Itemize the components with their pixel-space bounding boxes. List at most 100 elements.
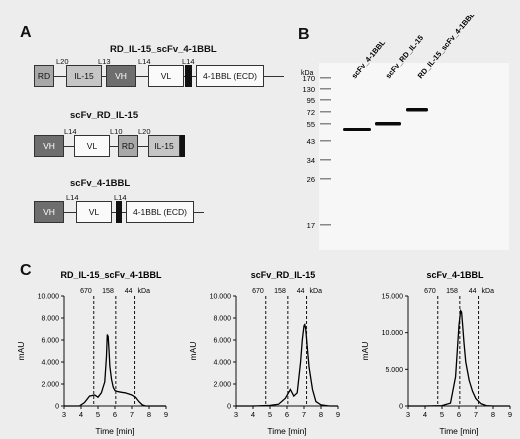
construct-3-vh-domain: VH [34, 201, 64, 223]
kda-label: kDa [301, 70, 314, 77]
y-tick-label: 2.000 [213, 382, 231, 389]
y-tick-label: 8.000 [213, 316, 231, 323]
y-tick-label: 6.000 [41, 338, 59, 345]
y-tick-label: 0 [227, 404, 231, 411]
construct-3-41bbl-ecd-domain: 4-1BBL (ECD) [126, 201, 194, 223]
y-axis-label: mAU [188, 342, 198, 361]
x-axis-label: Time [min] [95, 426, 134, 436]
x-axis-label: Time [min] [267, 426, 306, 436]
construct-2-title: scFv_RD_IL-15 [70, 110, 139, 121]
construct-1-rd-domain: RD [34, 65, 54, 87]
construct-1-linker-1: L20 [56, 57, 69, 66]
x-tick-label: 9 [164, 410, 168, 419]
standard-44-label: 44 [125, 288, 133, 295]
construct-3-linker-2: L14 [114, 193, 127, 202]
x-tick-label: 7 [474, 410, 478, 419]
lane-1-band [343, 128, 371, 131]
gel-panel: kDa 170 130 95 72 55 43 34 26 17 scFv_4-… [301, 15, 509, 250]
ladder-band-55 [320, 123, 331, 125]
x-axis-label: Time [min] [439, 426, 478, 436]
y-tick-label: 5.000 [385, 367, 403, 374]
marker-55-label: 55 [307, 120, 315, 129]
marker-95-label: 95 [307, 96, 315, 105]
marker-43-label: 43 [307, 137, 315, 146]
panel-b-label: B [298, 26, 310, 43]
ladder-band-95 [320, 99, 331, 101]
ladder-band-170 [320, 77, 331, 79]
chromatogram-2: scFv_RD_IL-15 0 2.000 4.000 6.000 8.000 10.000… [188, 270, 340, 436]
construct-1-linker-4: L14 [182, 57, 195, 66]
construct-2-rd-domain: RD [118, 135, 138, 157]
chromatogram-1-trace [64, 334, 166, 407]
construct-2-vl-domain: VL [74, 135, 110, 157]
x-tick-label: 5 [268, 410, 272, 419]
y-tick-label: 10.000 [210, 294, 232, 301]
ladder-band-34 [320, 159, 331, 161]
x-tick-label: 7 [130, 410, 134, 419]
x-tick-label: 4 [79, 410, 83, 419]
x-tick-label: 9 [336, 410, 340, 419]
ladder-band-43 [320, 140, 331, 142]
y-tick-label: 4.000 [213, 360, 231, 367]
ladder-band-72 [320, 111, 331, 113]
standards-unit-label: kDa [138, 288, 151, 295]
construct-1-vl-domain: VL [148, 65, 184, 87]
x-tick-label: 3 [234, 410, 238, 419]
marker-170-label: 170 [302, 74, 315, 83]
y-axis-label: mAU [360, 342, 370, 361]
y-tick-label: 4.000 [41, 360, 59, 367]
construct-1-tag [185, 65, 192, 87]
x-tick-label: 8 [491, 410, 495, 419]
x-tick-label: 4 [423, 410, 427, 419]
x-tick-label: 5 [440, 410, 444, 419]
panel-c-label: C [20, 262, 32, 279]
ladder-band-130 [320, 88, 331, 90]
construct-3-title: scFv_4-1BBL [70, 178, 131, 189]
x-tick-label: 8 [319, 410, 323, 419]
standard-670-label: 670 [424, 288, 436, 295]
y-tick-label: 6.000 [213, 338, 231, 345]
marker-17-label: 17 [307, 221, 315, 230]
marker-26-label: 26 [307, 175, 315, 184]
construct-1-linker-3: L14 [138, 57, 151, 66]
construct-1-vh-domain: VH [106, 65, 136, 87]
x-tick-label: 5 [96, 410, 100, 419]
construct-2-il15-domain: IL-15 [148, 135, 180, 157]
ladder-band-26 [320, 178, 331, 180]
lane-2-band [375, 122, 401, 126]
x-tick-label: 4 [251, 410, 255, 419]
standard-158-label: 158 [274, 288, 286, 295]
construct-1-41bbl-ecd-domain: 4-1BBL (ECD) [196, 65, 264, 87]
construct-3-linker-1: L14 [66, 193, 79, 202]
panel-a-label: A [20, 24, 32, 41]
y-tick-label: 8.000 [41, 316, 59, 323]
chromatogram-1-title: RD_IL-15_scFv_4-1BBL [60, 270, 162, 280]
x-tick-label: 9 [508, 410, 512, 419]
construct-2-vh-domain: VH [34, 135, 64, 157]
construct-3-tag [116, 201, 122, 223]
x-tick-label: 7 [302, 410, 306, 419]
construct-3-vl-domain: VL [76, 201, 112, 223]
x-tick-label: 6 [113, 410, 117, 419]
gel-background [319, 63, 509, 250]
chromatogram-1: RD_IL-15_scFv_4-1BBL 0 2.000 4.000 6.000 8.00… [16, 270, 168, 436]
y-tick-label: 10.000 [38, 294, 60, 301]
construct-2-linker-3: L20 [138, 127, 151, 136]
construct-1-il15-domain: IL-15 [66, 65, 102, 87]
x-tick-label: 6 [285, 410, 289, 419]
standards-unit-label: kDa [482, 288, 495, 295]
standard-158-label: 158 [102, 288, 114, 295]
x-tick-label: 6 [457, 410, 461, 419]
standard-670-label: 670 [80, 288, 92, 295]
chromatogram-2-trace [236, 323, 338, 407]
construct-1-title: RD_IL-15_scFv_4-1BBL [110, 44, 217, 55]
standard-44-label: 44 [469, 288, 477, 295]
construct-1-linker-2: L13 [98, 57, 111, 66]
marker-72-label: 72 [307, 108, 315, 117]
standard-158-label: 158 [446, 288, 458, 295]
y-tick-label: 2.000 [41, 382, 59, 389]
y-axis-label: mAU [16, 342, 26, 361]
construct-2-tag [180, 135, 185, 157]
chromatogram-3-trace [408, 308, 510, 407]
y-tick-label: 0 [399, 404, 403, 411]
